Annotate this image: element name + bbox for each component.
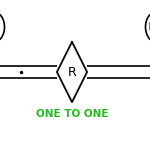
Polygon shape [57,42,87,102]
Text: R: R [68,66,76,78]
Text: E: E [148,22,150,32]
Text: ONE TO ONE: ONE TO ONE [36,109,108,119]
